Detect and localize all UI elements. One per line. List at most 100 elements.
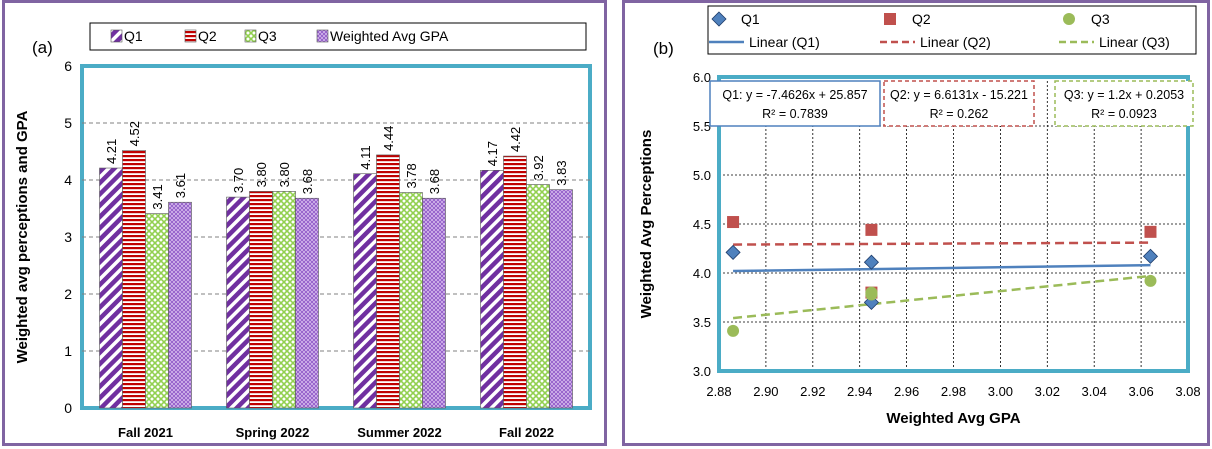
legend-label: Q3 xyxy=(1091,11,1110,27)
y-tick-label: 3.0 xyxy=(693,364,711,379)
bar xyxy=(353,173,377,409)
bar-value-label: 4.42 xyxy=(508,127,523,152)
y-tick-label: 4 xyxy=(64,172,72,188)
x-axis-title: Weighted Avg GPA xyxy=(886,410,1020,427)
bar xyxy=(503,155,527,409)
bar-value-label: 3.68 xyxy=(427,169,442,194)
equation-box xyxy=(883,80,1035,127)
bar xyxy=(399,192,423,409)
panel-label: (a) xyxy=(32,38,53,57)
bar-value-label: 3.68 xyxy=(300,169,315,194)
y-tick-label: 4.0 xyxy=(693,266,711,281)
data-point xyxy=(711,11,727,27)
r-squared-text: R² = 0.7839 xyxy=(762,107,828,121)
bar-value-label: 4.52 xyxy=(127,121,142,146)
data-point xyxy=(1063,13,1075,25)
y-tick-label: 2 xyxy=(64,286,72,302)
equation-box xyxy=(709,80,881,127)
legend-label: Q1 xyxy=(741,11,760,27)
plot-border xyxy=(717,75,1190,373)
bar-value-label: 3.80 xyxy=(277,162,292,187)
bar xyxy=(526,184,550,409)
bar xyxy=(480,170,504,409)
bar xyxy=(422,197,446,409)
equation-text: Q2: y = 6.6131x - 15.221 xyxy=(890,88,1028,102)
trendline xyxy=(733,263,1151,273)
legend-swatch xyxy=(110,29,123,43)
data-point xyxy=(1144,225,1157,238)
y-axis-title: Weighted Avg Perceptions xyxy=(638,130,655,319)
equation-box xyxy=(1054,80,1194,127)
bar-value-label: 3.70 xyxy=(231,168,246,193)
y-tick-label: 0 xyxy=(64,400,72,416)
x-tick-label: 3.08 xyxy=(1175,384,1200,399)
bar xyxy=(168,201,192,409)
bar-chart-panel: 0 1 2 3 4 5 6 4.21 4.52 3.41 3.61 Fall 2021 3.70 3.80… xyxy=(2,0,607,446)
data-point xyxy=(1142,248,1159,264)
bar-value-label: 3.80 xyxy=(254,162,269,187)
bar-chart: 0 1 2 3 4 5 6 4.21 4.52 3.41 3.61 Fall 2021 3.70 3.80… xyxy=(14,22,592,440)
y-axis-title: Weighted avg perceptions and GPA xyxy=(14,110,31,363)
legend-label: Linear (Q3) xyxy=(1099,34,1170,50)
r-squared-text: R² = 0.0923 xyxy=(1091,107,1157,121)
bar xyxy=(226,196,250,409)
data-point xyxy=(865,288,878,301)
bar xyxy=(249,191,273,409)
x-tick-label: 2.96 xyxy=(894,384,919,399)
y-tick-label: 6.0 xyxy=(693,70,711,85)
x-category-label: Spring 2022 xyxy=(236,425,310,440)
legend-label: Q2 xyxy=(912,11,931,27)
x-tick-label: 2.98 xyxy=(941,384,966,399)
legend-label: Q3 xyxy=(258,28,277,44)
y-tick-label: 1 xyxy=(64,343,72,359)
y-tick-label: 6 xyxy=(64,58,72,74)
r-squared-text: R² = 0.262 xyxy=(930,107,989,121)
bar-value-label: 3.41 xyxy=(150,184,165,209)
bar-value-label: 3.83 xyxy=(554,160,569,185)
x-category-label: Fall 2022 xyxy=(499,425,554,440)
scatter-chart: 2.88 2.90 2.92 2.94 2.96 2.98 3.00 3.02 3.04 3.06… xyxy=(638,5,1201,427)
data-point xyxy=(725,244,741,260)
legend-label: Weighted Avg GPA xyxy=(330,28,449,44)
bar xyxy=(145,213,169,409)
data-point xyxy=(1144,274,1157,287)
bar-value-label: 4.44 xyxy=(381,126,396,151)
x-category-label: Fall 2021 xyxy=(118,425,173,440)
y-tick-label: 3.5 xyxy=(693,315,711,330)
x-category-label: Summer 2022 xyxy=(357,425,442,440)
x-tick-label: 3.02 xyxy=(1035,384,1060,399)
legend-label: Q1 xyxy=(124,28,143,44)
bar-value-label: 3.61 xyxy=(173,173,188,198)
bar xyxy=(376,154,400,409)
bar xyxy=(99,167,123,409)
y-tick-label: 3 xyxy=(64,229,72,245)
x-tick-label: 3.06 xyxy=(1128,384,1153,399)
y-tick-label: 5.5 xyxy=(693,119,711,134)
bar xyxy=(122,150,146,409)
legend-box xyxy=(89,22,587,51)
x-tick-label: 2.90 xyxy=(753,384,778,399)
legend-label: Linear (Q1) xyxy=(749,34,820,50)
scatter-chart-panel: 2.88 2.90 2.92 2.94 2.96 2.98 3.00 3.02 3.04 3.06… xyxy=(622,0,1210,446)
data-point xyxy=(727,324,740,337)
x-tick-label: 3.00 xyxy=(988,384,1013,399)
x-tick-label: 2.88 xyxy=(706,384,731,399)
trendline xyxy=(732,274,1151,320)
bar-value-label: 3.92 xyxy=(531,155,546,180)
trendline xyxy=(733,241,1151,246)
bar xyxy=(295,197,319,409)
legend-box xyxy=(707,5,1197,55)
equation-text: Q3: y = 1.2x + 0.2053 xyxy=(1064,88,1184,102)
bar xyxy=(549,189,573,409)
data-point xyxy=(727,216,740,229)
y-tick-label: 4.5 xyxy=(693,217,711,232)
data-point xyxy=(884,13,896,25)
x-tick-label: 3.04 xyxy=(1082,384,1107,399)
bar-value-label: 3.78 xyxy=(404,163,419,188)
legend-swatch xyxy=(184,29,197,43)
data-point xyxy=(865,223,878,236)
y-tick-label: 5.0 xyxy=(693,168,711,183)
y-tick-label: 5 xyxy=(64,115,72,131)
bar xyxy=(272,191,296,409)
bar-value-label: 4.11 xyxy=(358,145,373,169)
